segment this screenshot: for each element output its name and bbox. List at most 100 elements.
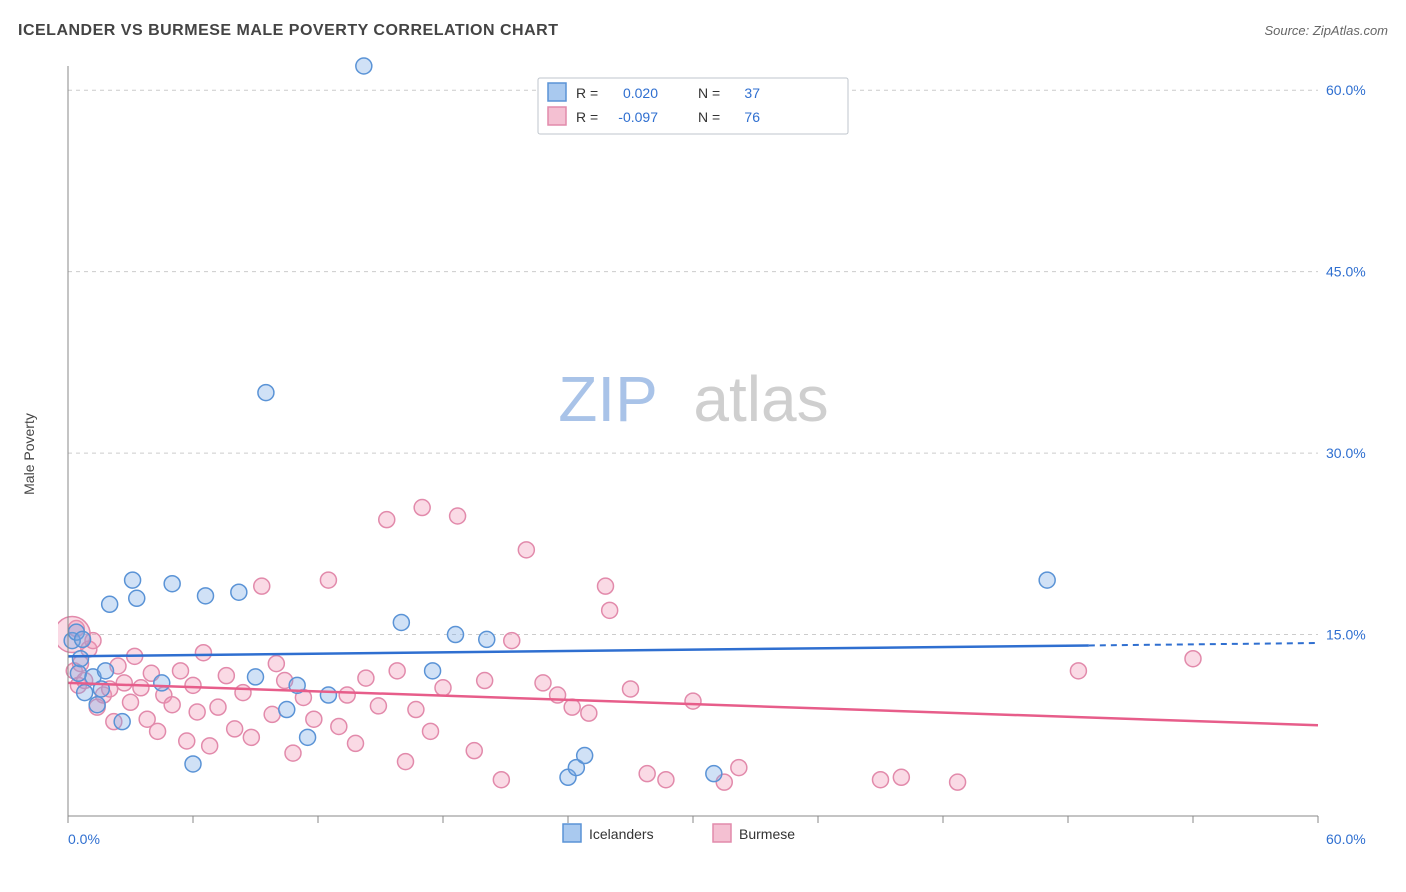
chart-title: ICELANDER VS BURMESE MALE POVERTY CORREL… <box>18 22 559 40</box>
data-point <box>173 663 189 679</box>
data-point <box>331 718 347 734</box>
data-point <box>504 633 520 649</box>
data-point <box>102 596 118 612</box>
legend-bottom: Icelanders Burmese <box>563 824 795 842</box>
data-point <box>254 578 270 594</box>
data-point <box>577 748 593 764</box>
data-point <box>116 675 132 691</box>
chart-area: Male Poverty 15.0% 30.0% 45.0% 60.0% ZIPatla… <box>18 56 1388 876</box>
data-point <box>1185 651 1201 667</box>
legend-n-value: 76 <box>744 109 760 125</box>
data-point <box>243 729 259 745</box>
data-point <box>1070 663 1086 679</box>
data-point <box>873 772 889 788</box>
legend-label: Icelanders <box>589 826 654 842</box>
data-point <box>248 669 264 685</box>
legend-r-value: -0.097 <box>618 109 658 125</box>
data-point <box>493 772 509 788</box>
y-tick-label: 60.0% <box>1326 82 1366 98</box>
watermark: ZIPatlas <box>558 363 828 435</box>
data-point <box>893 769 909 785</box>
data-point <box>423 723 439 739</box>
data-point <box>185 756 201 772</box>
data-point <box>189 704 205 720</box>
y-tick-label: 15.0% <box>1326 627 1366 643</box>
data-point <box>598 578 614 594</box>
data-point <box>75 631 91 647</box>
data-point <box>258 385 274 401</box>
data-point <box>450 508 466 524</box>
data-point <box>89 697 105 713</box>
legend-swatch <box>548 83 566 101</box>
scatter-plot: 15.0%30.0%45.0%60.0%ZIPatlas0.0%60.0%Ice… <box>58 56 1388 876</box>
data-point <box>581 705 597 721</box>
data-point <box>198 588 214 604</box>
data-point <box>398 754 414 770</box>
data-point <box>356 58 372 74</box>
data-point <box>133 680 149 696</box>
source-label: Source: ZipAtlas.com <box>1264 23 1388 38</box>
data-point <box>370 698 386 714</box>
data-point <box>379 512 395 528</box>
data-point <box>70 665 86 681</box>
data-point <box>425 663 441 679</box>
data-point <box>279 702 295 718</box>
data-point <box>685 693 701 709</box>
data-point <box>164 576 180 592</box>
data-point <box>164 697 180 713</box>
trend-line <box>68 683 1318 725</box>
data-point <box>320 572 336 588</box>
data-point <box>179 733 195 749</box>
x-min-label: 0.0% <box>68 831 100 847</box>
data-point <box>227 721 243 737</box>
data-point <box>564 699 580 715</box>
data-point <box>518 542 534 558</box>
data-point <box>73 651 89 667</box>
legend-swatch <box>563 824 581 842</box>
data-point <box>218 668 234 684</box>
data-point <box>129 590 145 606</box>
data-point <box>477 673 493 689</box>
data-point <box>435 680 451 696</box>
trend-line <box>68 645 1089 656</box>
data-point <box>195 645 211 661</box>
y-tick-label: 30.0% <box>1326 445 1366 461</box>
data-point <box>306 711 322 727</box>
legend-n-label: N = <box>698 109 720 125</box>
data-point <box>623 681 639 697</box>
data-point <box>210 699 226 715</box>
legend-n-label: N = <box>698 85 720 101</box>
data-point <box>448 627 464 643</box>
legend-swatch <box>548 107 566 125</box>
y-tick-label: 45.0% <box>1326 264 1366 280</box>
data-point <box>950 774 966 790</box>
legend-label: Burmese <box>739 826 795 842</box>
legend-n-value: 37 <box>744 85 760 101</box>
data-point <box>150 723 166 739</box>
data-point <box>202 738 218 754</box>
data-point <box>658 772 674 788</box>
data-point <box>123 694 139 710</box>
data-point <box>320 687 336 703</box>
data-point <box>264 706 280 722</box>
data-point <box>1039 572 1055 588</box>
data-point <box>154 675 170 691</box>
data-point <box>602 602 618 618</box>
data-point <box>639 766 655 782</box>
trend-line-dash <box>1089 643 1318 645</box>
data-point <box>348 735 364 751</box>
data-point <box>300 729 316 745</box>
svg-text:atlas: atlas <box>693 363 828 435</box>
data-point <box>114 714 130 730</box>
data-point <box>479 631 495 647</box>
data-point <box>285 745 301 761</box>
data-point <box>358 670 374 686</box>
data-point <box>706 766 722 782</box>
data-point <box>185 677 201 693</box>
legend-r-label: R = <box>576 109 598 125</box>
y-axis-label: Male Poverty <box>21 413 37 495</box>
data-point <box>98 663 114 679</box>
data-point <box>235 685 251 701</box>
legend-top: R =0.020N =37R =-0.097N =76 <box>538 78 848 134</box>
legend-r-value: 0.020 <box>623 85 658 101</box>
